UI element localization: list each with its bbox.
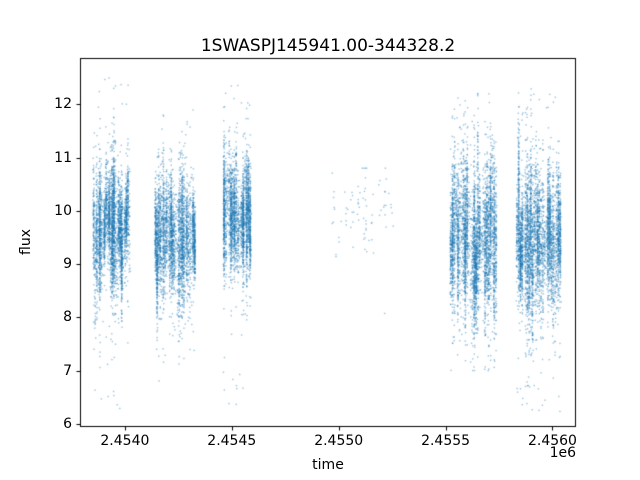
x-axis-label: time (312, 457, 344, 473)
x-tick-label: 2.4545 (207, 433, 257, 449)
y-tick-label: 12 (54, 96, 72, 113)
y-axis-label: flux (18, 229, 34, 255)
y-tick-label: 11 (54, 149, 72, 166)
y-tick-label: 7 (63, 362, 72, 379)
y-tick-label: 8 (63, 309, 72, 326)
chart-title: 1SWASPJ145941.00-344328.2 (200, 36, 456, 56)
y-tick-label: 10 (54, 202, 72, 219)
y-tick-label: 9 (63, 256, 72, 273)
x-tick-label: 2.4555 (421, 433, 471, 449)
x-tick-label: 2.4540 (100, 433, 150, 449)
x-tick-label: 2.4560 (527, 433, 577, 449)
x-tick-label: 2.4550 (314, 433, 364, 449)
x-axis-offset-text: 1e6 (549, 445, 576, 461)
y-tick-label: 6 (63, 415, 72, 432)
